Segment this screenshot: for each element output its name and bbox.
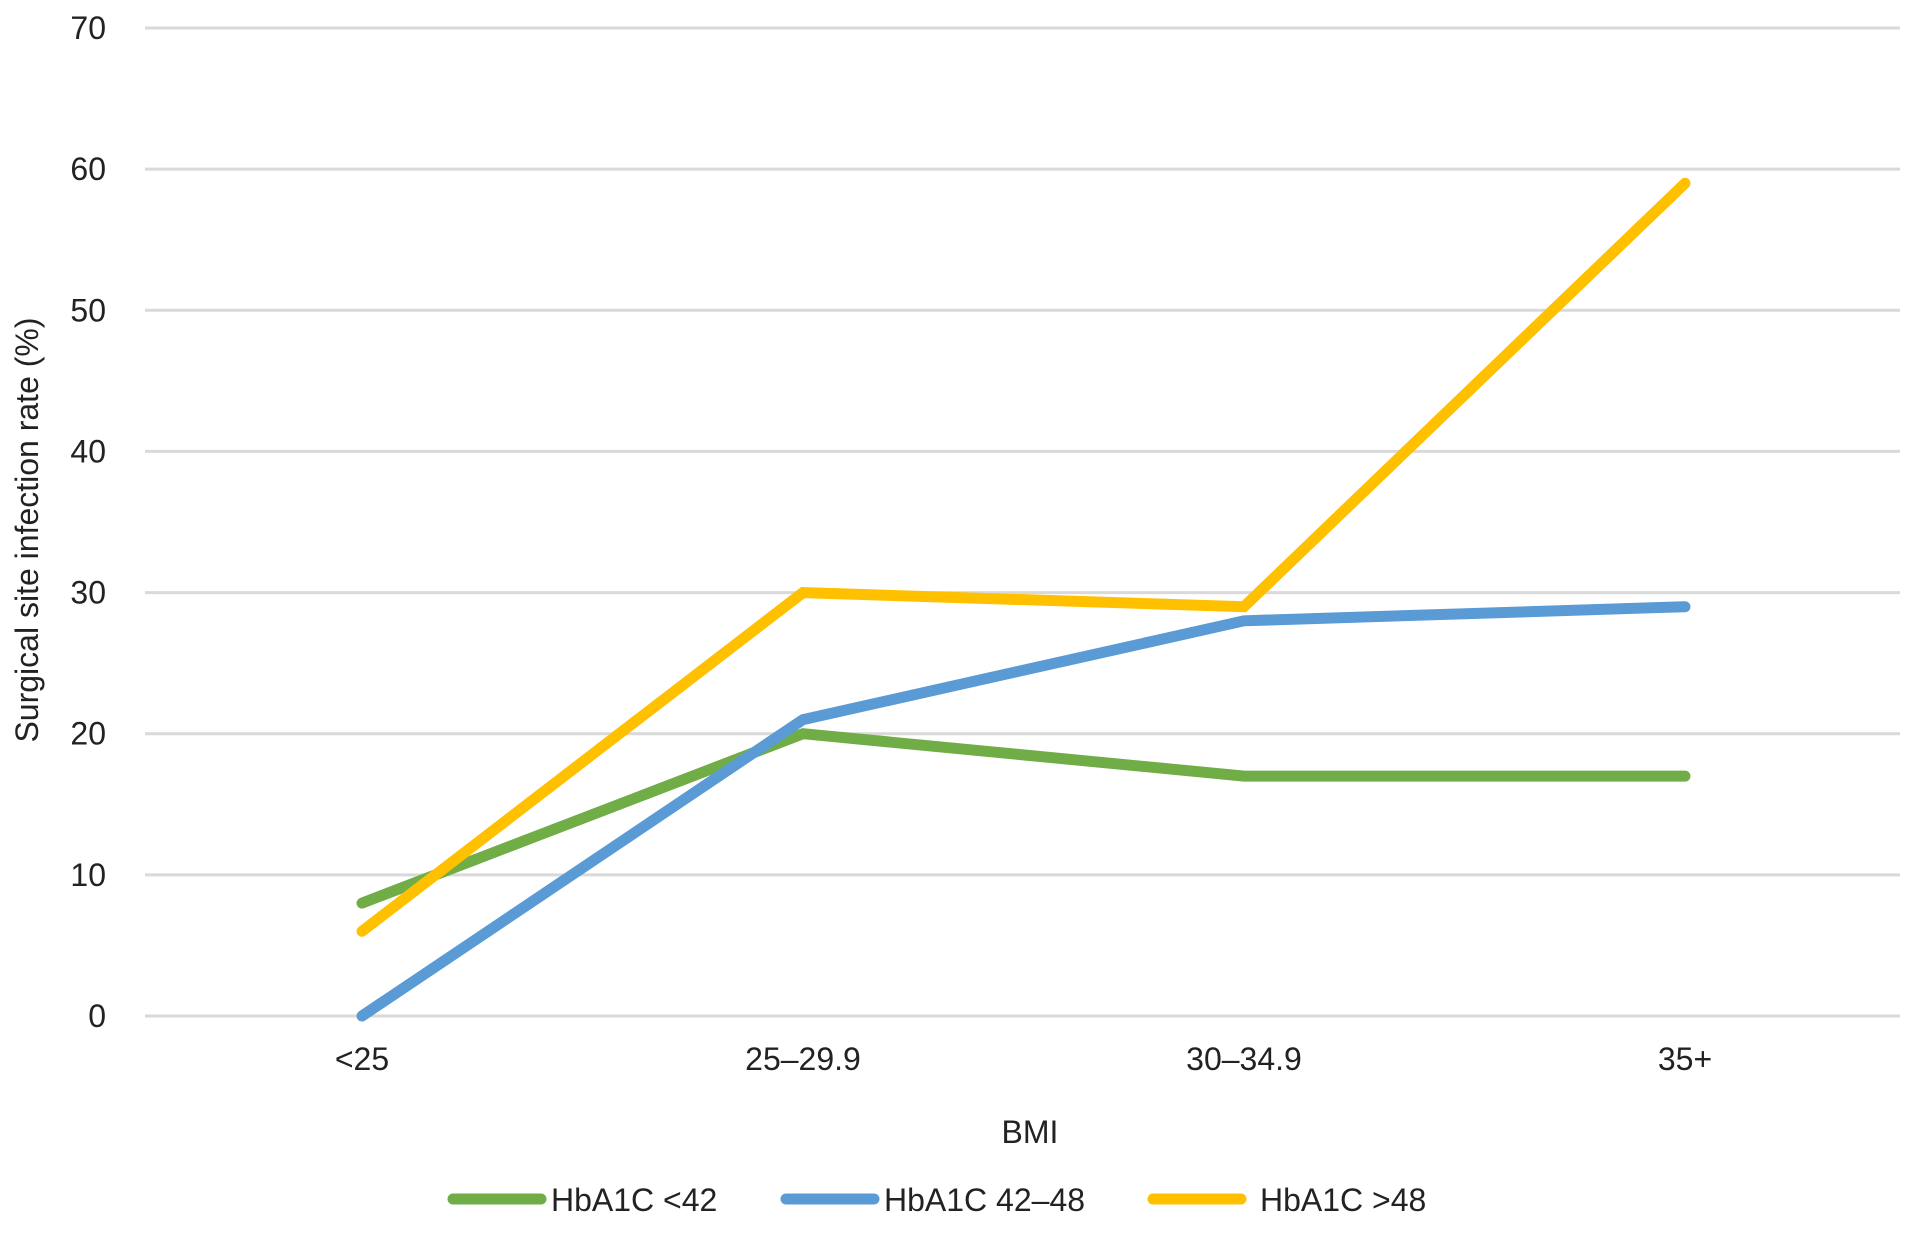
gridlines [145, 26, 1900, 1018]
x-tick-label: <25 [335, 1041, 389, 1077]
legend: HbA1C <42 HbA1C 42–48 HbA1C >48 [447, 1182, 1426, 1218]
x-tick-label: 35+ [1658, 1041, 1712, 1077]
y-tick-label: 60 [70, 151, 106, 187]
x-axis-title: BMI [1002, 1114, 1059, 1150]
y-tick-label: 10 [70, 857, 106, 893]
x-axis-ticks: <25 25–29.9 30–34.9 35+ [335, 1041, 1712, 1077]
legend-label: HbA1C >48 [1260, 1182, 1426, 1218]
y-axis-title: Surgical site infection rate (%) [9, 317, 45, 742]
legend-label: HbA1C <42 [551, 1182, 717, 1218]
y-tick-label: 50 [70, 292, 106, 328]
y-tick-label: 40 [70, 433, 106, 469]
x-tick-label: 25–29.9 [745, 1041, 861, 1077]
y-axis-ticks: 0 10 20 30 40 50 60 70 [70, 10, 106, 1034]
series-line-3 [356, 177, 1691, 937]
legend-label: HbA1C 42–48 [884, 1182, 1085, 1218]
y-tick-label: 30 [70, 575, 106, 611]
x-tick-label: 30–34.9 [1186, 1041, 1302, 1077]
series-line-1 [356, 728, 1691, 909]
y-tick-label: 0 [88, 998, 106, 1034]
series-line-2 [356, 601, 1691, 1022]
series-lines [356, 177, 1691, 1022]
y-tick-label: 20 [70, 716, 106, 752]
y-tick-label: 70 [70, 10, 106, 46]
